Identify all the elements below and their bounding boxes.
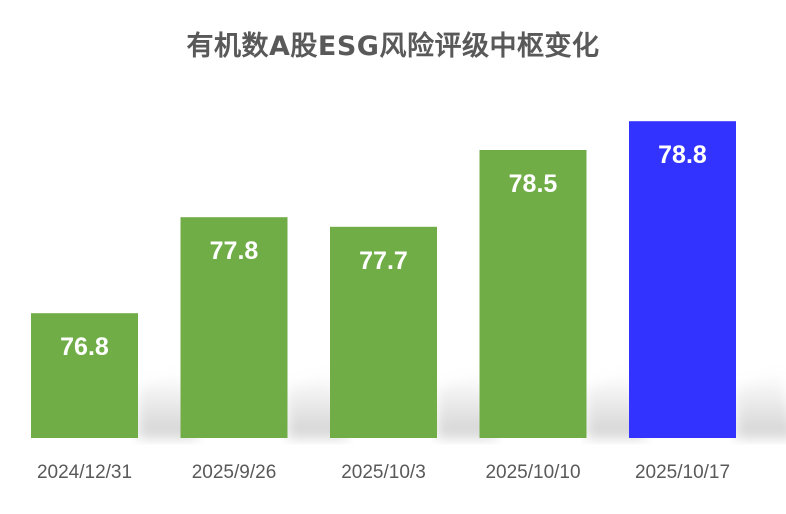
data-label-1: 76.8 <box>60 333 109 361</box>
chart-title: 有机数A股ESG风险评级中枢变化 <box>186 31 600 62</box>
data-label-4: 78.5 <box>509 170 558 198</box>
bar-shadow <box>736 373 786 438</box>
x-tick-label-2: 2025/9/26 <box>192 462 277 483</box>
x-tick-label-1: 2024/12/31 <box>37 462 132 483</box>
data-label-2: 77.8 <box>210 237 259 265</box>
bar-3 <box>330 226 437 438</box>
bar-2 <box>180 217 288 438</box>
data-label-5: 78.8 <box>658 141 707 169</box>
bar-5 <box>629 121 736 438</box>
x-tick-label-5: 2025/10/17 <box>635 462 730 483</box>
bar-4 <box>479 150 587 438</box>
x-tick-label-4: 2025/10/10 <box>485 462 580 483</box>
bar-1 <box>31 313 138 438</box>
x-tick-label-3: 2025/10/3 <box>341 462 426 483</box>
data-label-3: 77.7 <box>359 247 408 275</box>
